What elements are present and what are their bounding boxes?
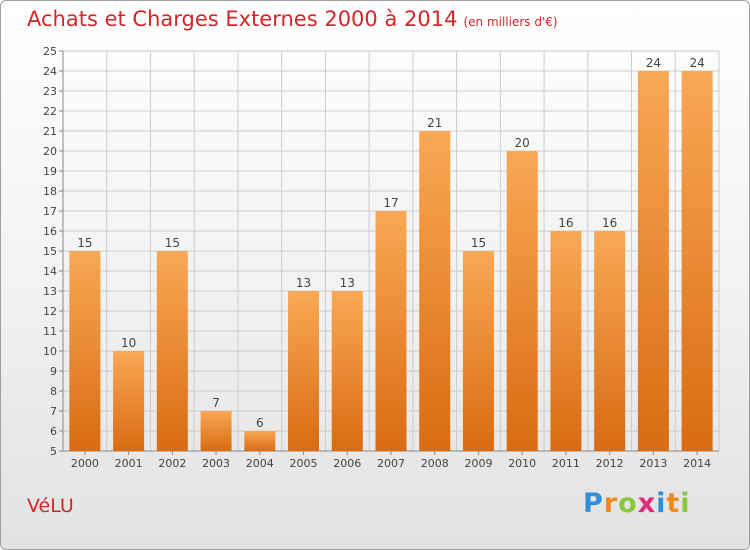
chart-title: Achats et Charges Externes 2000 à 2014 (e… <box>27 7 558 31</box>
y-tick-label: 6 <box>50 425 57 438</box>
chart-title-text: Achats et Charges Externes 2000 à 2014 <box>27 7 458 31</box>
y-tick-label: 18 <box>43 185 57 198</box>
logo-letter: i <box>656 488 667 519</box>
y-tick-label: 14 <box>43 265 57 278</box>
logo-letter: x <box>637 488 657 519</box>
y-tick-label: 13 <box>43 285 57 298</box>
bar-2001 <box>113 351 145 451</box>
data-label-2012: 16 <box>602 216 617 230</box>
y-tick-label: 9 <box>50 365 57 378</box>
x-tick-label-2005: 2005 <box>290 457 318 470</box>
y-tick-label: 8 <box>50 385 57 398</box>
data-label-2009: 15 <box>471 236 486 250</box>
x-tick-label-2001: 2001 <box>115 457 143 470</box>
logo-letter: t <box>666 488 681 519</box>
logo-letter: r <box>603 488 619 519</box>
x-tick-label-2011: 2011 <box>552 457 580 470</box>
bar-2014 <box>681 71 713 451</box>
data-label-2010: 20 <box>515 136 530 150</box>
y-tick-label: 23 <box>43 85 57 98</box>
data-label-2003: 7 <box>212 396 220 410</box>
proxiti-logo: Proxiti <box>583 488 691 519</box>
data-label-2006: 13 <box>340 276 355 290</box>
data-label-2000: 15 <box>77 236 92 250</box>
bar-2005 <box>288 291 320 451</box>
y-tick-label: 19 <box>43 165 57 178</box>
bar-2011 <box>550 231 582 451</box>
x-tick-label-2003: 2003 <box>202 457 230 470</box>
bar-2010 <box>506 151 538 451</box>
data-label-2007: 17 <box>383 196 398 210</box>
y-tick-label: 15 <box>43 245 57 258</box>
y-tick-label: 17 <box>43 205 57 218</box>
x-tick-label-2004: 2004 <box>246 457 274 470</box>
y-tick-label: 25 <box>43 45 57 58</box>
bar-2006 <box>331 291 363 451</box>
bar-2008 <box>419 131 451 451</box>
y-tick-label: 24 <box>43 65 57 78</box>
x-tick-label-2010: 2010 <box>508 457 536 470</box>
bar-2009 <box>462 251 494 451</box>
x-tick-label-2002: 2002 <box>158 457 186 470</box>
y-tick-label: 21 <box>43 125 57 138</box>
data-label-2005: 13 <box>296 276 311 290</box>
x-tick-label-2009: 2009 <box>464 457 492 470</box>
bar-2013 <box>637 71 669 451</box>
bar-2007 <box>375 211 407 451</box>
logo-letter: P <box>583 488 604 519</box>
data-label-2004: 6 <box>256 416 264 430</box>
data-label-2013: 24 <box>646 56 661 70</box>
y-tick-label: 22 <box>43 105 57 118</box>
data-label-2014: 24 <box>689 56 704 70</box>
x-tick-label-2000: 2000 <box>71 457 99 470</box>
data-label-2008: 21 <box>427 116 442 130</box>
x-tick-label-2006: 2006 <box>333 457 361 470</box>
bars <box>69 71 713 451</box>
x-tick-label-2014: 2014 <box>683 457 711 470</box>
y-tick-label: 5 <box>50 445 57 458</box>
bar-2004 <box>244 431 276 451</box>
x-tick-label-2008: 2008 <box>421 457 449 470</box>
y-tick-label: 10 <box>43 345 57 358</box>
labels: 5 6 7 8 9 10 11 12 13 14 15 16 17 18 19 20 21 22 23 24 25 15 2… <box>43 45 711 470</box>
bar-2000 <box>69 251 101 451</box>
bar-2003 <box>200 411 232 451</box>
y-tick-label: 7 <box>50 405 57 418</box>
y-tick-label: 11 <box>43 325 57 338</box>
data-label-2011: 16 <box>558 216 573 230</box>
y-tick-label: 16 <box>43 225 57 238</box>
logo-letter: o <box>618 488 638 519</box>
x-tick-label-2013: 2013 <box>639 457 667 470</box>
x-tick-label-2012: 2012 <box>596 457 624 470</box>
place-name: VéLU <box>27 495 74 517</box>
y-tick-label: 12 <box>43 305 57 318</box>
logo-letter: i <box>680 488 691 519</box>
data-label-2001: 10 <box>121 336 136 350</box>
data-label-2002: 15 <box>165 236 180 250</box>
bar-2002 <box>156 251 188 451</box>
bar-2012 <box>594 231 626 451</box>
x-tick-label-2007: 2007 <box>377 457 405 470</box>
chart-subtitle: (en milliers d'€) <box>463 15 558 29</box>
y-tick-label: 20 <box>43 145 57 158</box>
